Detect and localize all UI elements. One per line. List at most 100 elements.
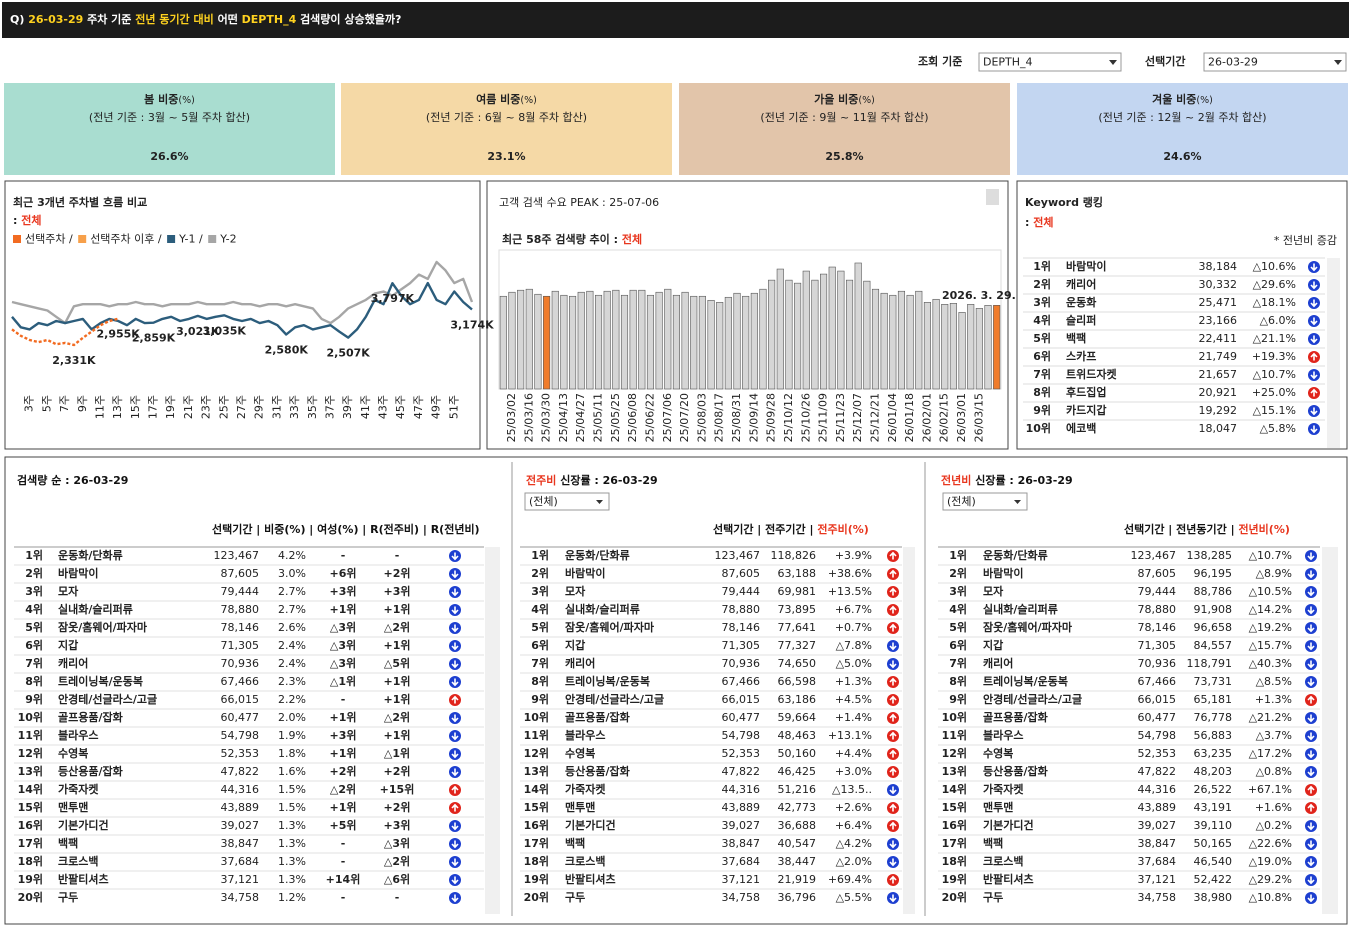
note: * 전년비 증감 bbox=[1274, 234, 1337, 247]
x-tick-label: 25/12/21 bbox=[869, 393, 882, 442]
keyword: 후드집업 bbox=[1066, 385, 1106, 399]
cell-name: 반팔티셔츠 bbox=[565, 872, 616, 886]
bar bbox=[802, 270, 810, 390]
arrow-icon bbox=[449, 676, 461, 688]
bar bbox=[993, 305, 1001, 390]
arrow-glyph bbox=[889, 731, 897, 740]
x-tick-label: 25/07/06 bbox=[661, 393, 674, 442]
x-tick-label: 39주 bbox=[341, 395, 354, 419]
cell-rank: 19위 bbox=[524, 873, 549, 886]
plot-frame bbox=[498, 249, 1002, 390]
cell-share: 1.9% bbox=[278, 729, 306, 742]
dropdown-value: 26-03-29 bbox=[1208, 56, 1258, 69]
x-tick-label: 15주 bbox=[129, 395, 142, 419]
cell-prev: 63,235 bbox=[1194, 747, 1233, 760]
dropdown-caret bbox=[596, 500, 603, 504]
bar bbox=[716, 302, 724, 390]
bar bbox=[811, 279, 819, 390]
cell-name: 반팔티셔츠 bbox=[58, 872, 109, 886]
arrow-icon bbox=[887, 748, 899, 760]
cell-rank: 16위 bbox=[18, 819, 43, 832]
arrow-glyph bbox=[889, 677, 897, 686]
kpi-title: 가을 비중(%) bbox=[814, 92, 875, 106]
cell-rank-wow: - bbox=[341, 891, 346, 904]
cell-value: 60,477 bbox=[221, 711, 260, 724]
arrow-icon bbox=[1308, 333, 1320, 345]
cell-prev: 74,650 bbox=[778, 657, 817, 670]
cell-rank-wow: +2위 bbox=[330, 765, 357, 778]
cell-rank-wow: +1위 bbox=[330, 747, 357, 760]
x-tick-label: 25/04/13 bbox=[557, 393, 570, 442]
arrow-glyph bbox=[889, 786, 897, 795]
cell-rank: 15위 bbox=[18, 801, 43, 814]
arrow-icon bbox=[1305, 604, 1317, 616]
arrow-icon bbox=[887, 766, 899, 778]
x-tick-label: 43주 bbox=[377, 395, 390, 419]
table-header: 선택기간 | 비중(%) | 여성(%) | R(전주비) | R(전년비) bbox=[212, 522, 480, 536]
cell-value: 37,684 bbox=[1138, 855, 1177, 868]
cell-value: 66,015 bbox=[1138, 693, 1177, 706]
cell-rank: 9위 bbox=[531, 693, 549, 706]
arrow-icon bbox=[449, 730, 461, 742]
arrow-icon bbox=[449, 586, 461, 598]
cell-rank: 16위 bbox=[942, 819, 967, 832]
bar bbox=[724, 296, 732, 390]
cell-value: 54,798 bbox=[221, 729, 260, 742]
cell-change: +38.6% bbox=[828, 567, 872, 580]
bar bbox=[612, 289, 620, 390]
header-title-part: DEPTH_4 bbox=[242, 13, 297, 26]
cell-value: 47,822 bbox=[722, 765, 761, 778]
kpi-subtitle: (전년 기준 : 9월 ~ 11월 주차 합산) bbox=[760, 111, 928, 124]
cell-share: 2.4% bbox=[278, 639, 306, 652]
cell-name: 모자 bbox=[983, 584, 1004, 598]
x-tick-label: 26/01/04 bbox=[886, 393, 899, 442]
change: △10.7% bbox=[1253, 368, 1296, 381]
x-tick-label: 33주 bbox=[288, 395, 301, 419]
filter-label: 선택기간 bbox=[1145, 54, 1185, 68]
bar bbox=[560, 294, 568, 390]
x-tick-label: 25/03/30 bbox=[540, 393, 553, 442]
arrow-icon bbox=[887, 784, 899, 796]
legend-separator: / bbox=[65, 233, 76, 246]
cell-change: △3.7% bbox=[1256, 729, 1292, 742]
x-tick-label: 41주 bbox=[359, 395, 372, 419]
cell-value: 66,015 bbox=[722, 693, 761, 706]
cell-prev: 56,883 bbox=[1194, 729, 1233, 742]
dropdown-value: (전체) bbox=[947, 495, 976, 508]
arrow-glyph bbox=[451, 768, 459, 777]
header-title-part: 전년 동기간 대비 bbox=[135, 12, 214, 26]
x-tick-label: 25/06/08 bbox=[626, 393, 639, 442]
arrow-glyph bbox=[889, 623, 897, 632]
arrow-icon bbox=[449, 874, 461, 886]
cell-share: 4.2% bbox=[278, 549, 306, 562]
cell-rank-yoy: +2위 bbox=[384, 801, 411, 814]
cell-rank: 16위 bbox=[524, 819, 549, 832]
arrow-icon bbox=[449, 856, 461, 868]
cell-change: +1.4% bbox=[835, 711, 872, 724]
cell-prev: 63,188 bbox=[778, 567, 817, 580]
cell-name: 크로스백 bbox=[983, 854, 1023, 868]
legend-swatch bbox=[208, 235, 217, 243]
arrow-icon bbox=[449, 712, 461, 724]
cell-value: 78,880 bbox=[1138, 603, 1177, 616]
annotation: 2026. 3. 29. bbox=[942, 289, 1016, 302]
scrollbar bbox=[485, 547, 500, 914]
x-tick-label: 25/03/02 bbox=[505, 393, 518, 442]
dropdown-caret bbox=[1109, 60, 1117, 65]
cell-rank: 11위 bbox=[18, 729, 43, 742]
dropdown bbox=[978, 52, 1122, 72]
cell-name: 등산용품/잡화 bbox=[58, 764, 123, 778]
arrow-glyph bbox=[451, 840, 459, 849]
bar bbox=[517, 289, 525, 390]
arrow-icon bbox=[1305, 694, 1317, 706]
rank: 5위 bbox=[1033, 332, 1051, 345]
legend-label: 선택주차 bbox=[25, 233, 65, 246]
bar bbox=[897, 290, 906, 390]
cell-name: 운동화/단화류 bbox=[983, 548, 1048, 562]
arrow-glyph bbox=[1307, 840, 1315, 849]
x-tick-label: 49주 bbox=[430, 395, 443, 419]
cell-name: 맨투맨 bbox=[58, 800, 88, 814]
cell-rank: 14위 bbox=[942, 783, 967, 796]
filter-value: 전체 bbox=[21, 213, 41, 227]
cell-prev: 73,731 bbox=[1194, 675, 1233, 688]
